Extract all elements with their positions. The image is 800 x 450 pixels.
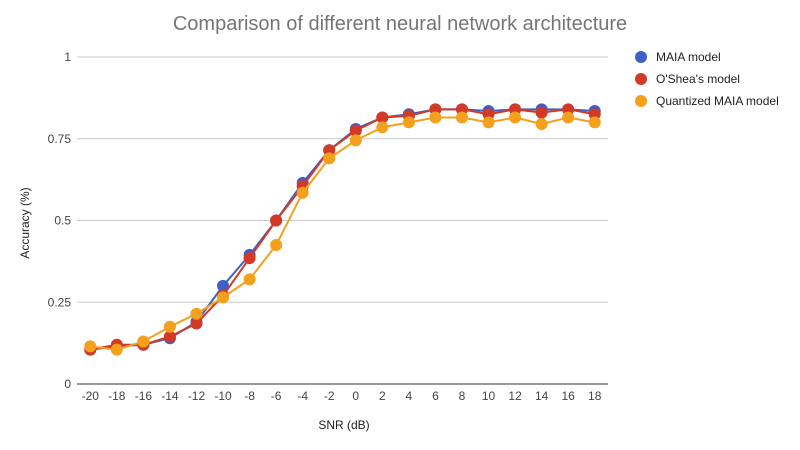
x-tick-label: 14 <box>535 389 549 403</box>
x-tick-label: -8 <box>244 389 255 403</box>
data-point <box>562 111 575 124</box>
data-point <box>509 111 522 124</box>
x-axis-label: SNR (dB) <box>318 418 369 432</box>
legend-marker <box>635 51 647 63</box>
legend-label: MAIA model <box>656 50 721 64</box>
y-tick-label: 0.75 <box>48 132 72 146</box>
x-tick-label: 4 <box>406 389 413 403</box>
x-tick-label: -16 <box>135 389 153 403</box>
x-tick-label: 6 <box>432 389 439 403</box>
x-tick-label: 16 <box>561 389 575 403</box>
y-tick-label: 1 <box>64 50 71 64</box>
data-point <box>190 307 203 320</box>
series-line <box>90 116 595 351</box>
data-point <box>137 335 150 348</box>
data-point <box>190 317 203 330</box>
data-point <box>243 252 256 265</box>
series-line <box>90 108 595 351</box>
data-point <box>243 273 256 286</box>
data-point <box>376 121 389 134</box>
data-point <box>217 279 230 292</box>
legend-label: Quantized MAIA model <box>656 94 779 108</box>
x-tick-label: -4 <box>297 389 308 403</box>
y-tick-label: 0.5 <box>54 214 71 228</box>
x-tick-label: 10 <box>482 389 496 403</box>
x-tick-label: -2 <box>324 389 335 403</box>
data-point <box>429 111 442 124</box>
data-point <box>270 214 283 227</box>
y-axis-label: Accuracy (%) <box>18 187 32 258</box>
x-tick-label: 8 <box>459 389 466 403</box>
data-point <box>323 152 336 165</box>
data-point <box>535 106 548 119</box>
x-tick-label: 2 <box>379 389 386 403</box>
chart-grid <box>77 56 608 385</box>
series-group <box>84 103 601 356</box>
data-point <box>535 118 548 131</box>
data-point <box>588 116 601 129</box>
x-tick-label: -20 <box>82 389 100 403</box>
x-tick-label: -12 <box>188 389 206 403</box>
data-point <box>455 111 468 124</box>
legend-marker <box>635 73 647 85</box>
x-tick-label: 12 <box>508 389 522 403</box>
y-axis-ticks: 0 0.25 0.5 0.75 1 <box>48 50 72 391</box>
x-tick-label: -6 <box>271 389 282 403</box>
data-point <box>110 343 123 356</box>
x-tick-label: 0 <box>352 389 359 403</box>
data-point <box>349 134 362 147</box>
x-tick-label: -10 <box>214 389 232 403</box>
data-point <box>270 239 283 252</box>
data-point <box>482 116 495 129</box>
x-tick-label: -18 <box>108 389 126 403</box>
chart-title: Comparison of different neural network a… <box>173 13 627 35</box>
y-tick-label: 0 <box>64 377 71 391</box>
legend-marker <box>635 95 647 107</box>
data-point <box>163 320 176 333</box>
series-group <box>84 111 601 356</box>
data-point <box>296 186 309 199</box>
data-point <box>163 330 176 343</box>
x-tick-label: -14 <box>161 389 179 403</box>
x-axis-ticks: -20 -18 -16 -14 -12 -10 -8 -6 -4 -2 0 2 4 6 8 10 12 14 16 1… <box>82 389 602 403</box>
series-line <box>90 108 595 351</box>
series-points <box>84 103 601 356</box>
data-point <box>84 340 97 353</box>
legend-label: O'Shea's model <box>656 72 740 86</box>
legend: MAIA model O'Shea's model Quantized MAIA m… <box>635 50 779 108</box>
data-point <box>376 111 389 124</box>
data-point <box>349 124 362 137</box>
data-point <box>402 116 415 129</box>
x-tick-label: 18 <box>588 389 602 403</box>
y-tick-label: 0.25 <box>48 295 72 309</box>
data-point <box>217 291 230 304</box>
